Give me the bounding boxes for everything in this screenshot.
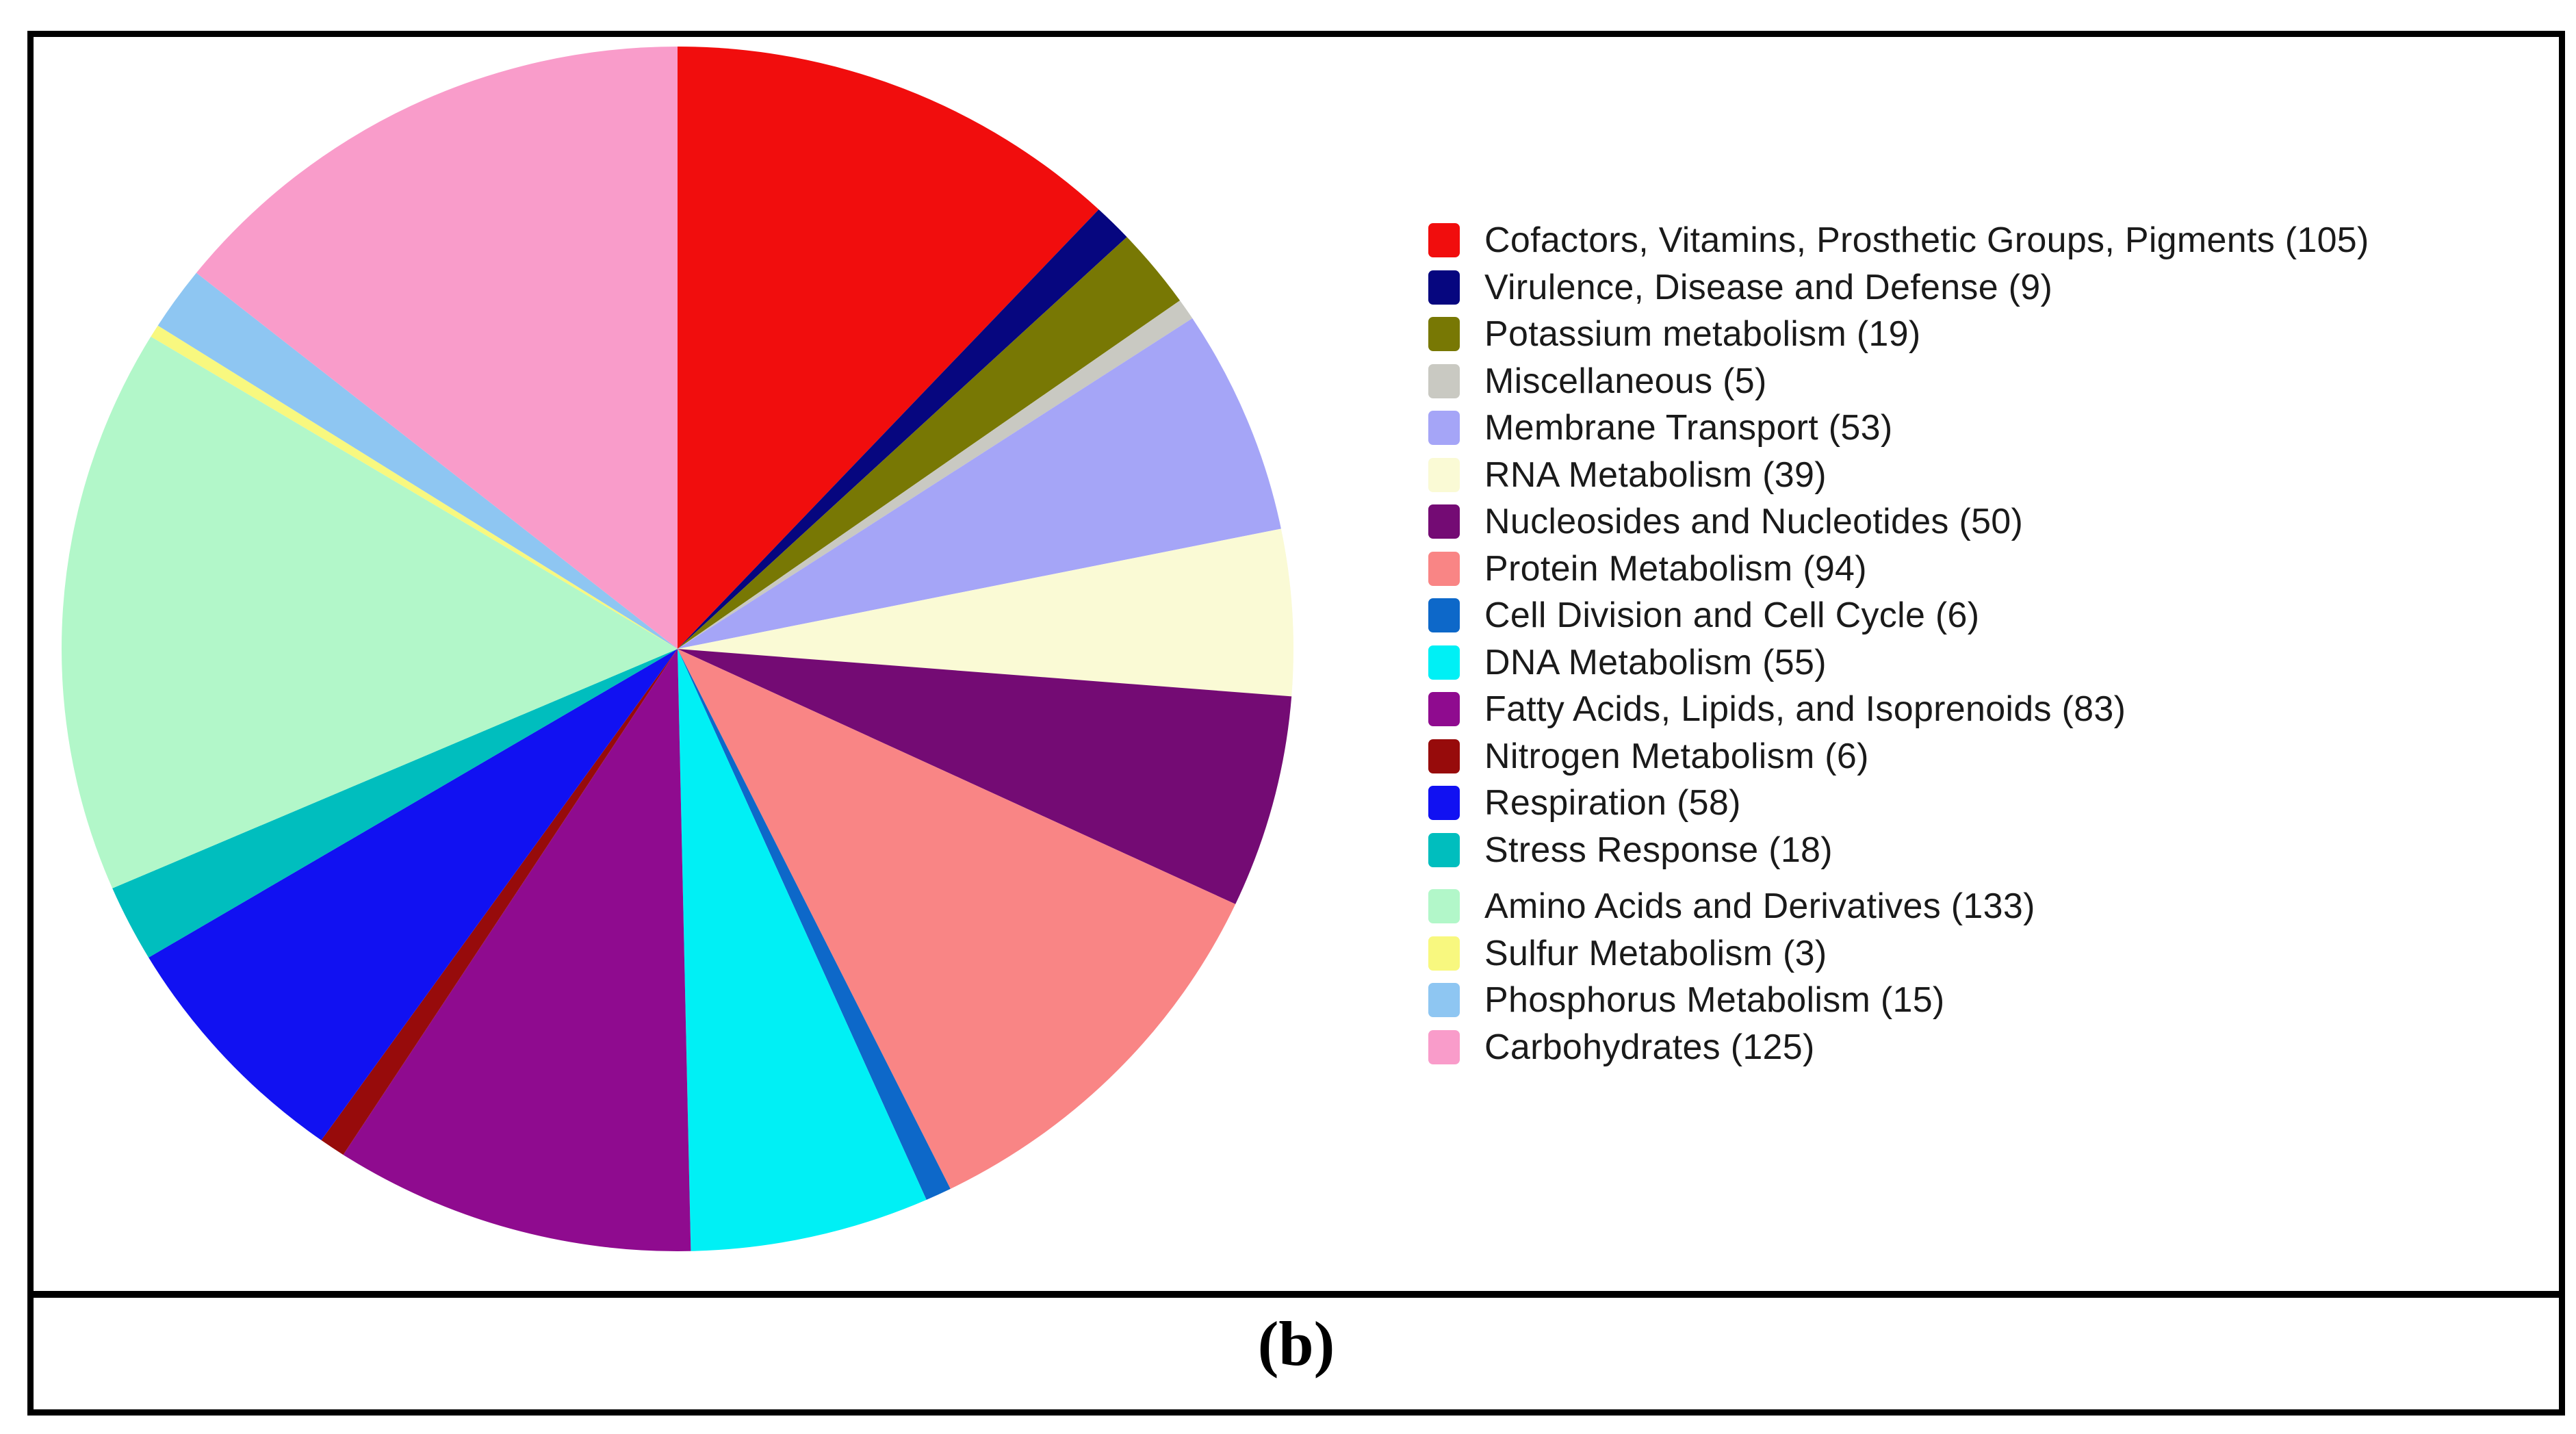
pie-slice: [196, 46, 678, 649]
legend-swatch: [1428, 363, 1460, 398]
legend-swatch: [1428, 786, 1460, 821]
divider-line: [27, 1291, 2565, 1298]
legend-swatch: [1428, 889, 1460, 924]
legend-swatch: [1428, 457, 1460, 492]
legend-label: Sulfur Metabolism (3): [1484, 933, 1827, 973]
legend-label: RNA Metabolism (39): [1484, 454, 1827, 495]
legend-item: Protein Metabolism (94): [1428, 546, 2369, 593]
pie-slice: [62, 336, 678, 888]
pie-slice: [151, 325, 678, 649]
legend-label: Nitrogen Metabolism (6): [1484, 736, 1869, 776]
pie-slice: [678, 237, 1181, 649]
legend-swatch: [1428, 739, 1460, 773]
pie-slice: [678, 649, 951, 1200]
legend-item: RNA Metabolism (39): [1428, 452, 2369, 499]
legend-swatch: [1428, 504, 1460, 539]
figure-border: [27, 31, 2565, 1416]
pie-slice: [321, 649, 678, 1155]
legend-label: Protein Metabolism (94): [1484, 548, 1867, 589]
pie-slice: [157, 272, 678, 650]
pie-slice: [343, 649, 691, 1252]
pie-slice: [678, 318, 1281, 649]
legend-label: Fatty Acids, Lipids, and Isoprenoids (83…: [1484, 689, 2126, 730]
legend-swatch: [1428, 317, 1460, 352]
pie-slice: [678, 47, 1099, 649]
legend-label: Amino Acids and Derivatives (133): [1484, 886, 2035, 927]
legend-item: Virulence, Disease and Defense (9): [1428, 264, 2369, 311]
legend-label: Stress Response (18): [1484, 830, 1833, 870]
legend-swatch: [1428, 936, 1460, 971]
legend-label: Carbohydrates (125): [1484, 1027, 1815, 1067]
legend-swatch: [1428, 411, 1460, 446]
pie-slice: [678, 528, 1293, 697]
pie-slice: [149, 649, 678, 1140]
legend-swatch: [1428, 832, 1460, 867]
legend-label: DNA Metabolism (55): [1484, 642, 1827, 682]
legend-swatch: [1428, 692, 1460, 727]
legend-label: Potassium metabolism (19): [1484, 314, 1921, 355]
legend-swatch: [1428, 645, 1460, 680]
legend-swatch: [1428, 598, 1460, 633]
legend-item: Respiration (58): [1428, 780, 2369, 827]
legend-swatch: [1428, 551, 1460, 586]
legend-swatch: [1428, 983, 1460, 1018]
legend-item: DNA Metabolism (55): [1428, 639, 2369, 687]
pie-slice: [678, 300, 1193, 649]
legend-swatch: [1428, 270, 1460, 305]
figure-caption: (b): [27, 1298, 2565, 1409]
legend-label: Phosphorus Metabolism (15): [1484, 980, 1945, 1021]
legend-item: Amino Acids and Derivatives (133): [1428, 883, 2369, 930]
legend-label: Respiration (58): [1484, 783, 1741, 823]
legend-item: Miscellaneous (5): [1428, 358, 2369, 405]
legend-swatch: [1428, 223, 1460, 258]
legend-label: Miscellaneous (5): [1484, 361, 1767, 401]
pie-slice: [678, 649, 927, 1251]
legend-label: Membrane Transport (53): [1484, 408, 1893, 448]
legend-label: Virulence, Disease and Defense (9): [1484, 267, 2053, 307]
legend-swatch: [1428, 1029, 1460, 1064]
pie-slice: [678, 649, 1236, 1189]
legend-item: Cell Division and Cell Cycle (6): [1428, 592, 2369, 639]
legend-item: Membrane Transport (53): [1428, 405, 2369, 452]
legend: Cofactors, Vitamins, Prosthetic Groups, …: [1428, 217, 2369, 1071]
pie-slice: [678, 209, 1127, 649]
legend-item: Potassium metabolism (19): [1428, 311, 2369, 358]
legend-item: Phosphorus Metabolism (15): [1428, 977, 2369, 1024]
legend-item: Carbohydrates (125): [1428, 1024, 2369, 1071]
legend-label: Cofactors, Vitamins, Prosthetic Groups, …: [1484, 220, 2369, 261]
legend-item: Cofactors, Vitamins, Prosthetic Groups, …: [1428, 217, 2369, 264]
legend-label: Cell Division and Cell Cycle (6): [1484, 596, 1980, 636]
legend-item: Nitrogen Metabolism (6): [1428, 733, 2369, 780]
pie-slice: [112, 649, 678, 958]
figure-label: (b): [1257, 1309, 1335, 1379]
legend-item: Fatty Acids, Lipids, and Isoprenoids (83…: [1428, 686, 2369, 733]
pie-slice: [678, 649, 1292, 904]
legend-item: Nucleosides and Nucleotides (50): [1428, 498, 2369, 546]
legend-label: Nucleosides and Nucleotides (50): [1484, 502, 2024, 542]
legend-item: Stress Response (18): [1428, 827, 2369, 874]
legend-item: Sulfur Metabolism (3): [1428, 930, 2369, 977]
